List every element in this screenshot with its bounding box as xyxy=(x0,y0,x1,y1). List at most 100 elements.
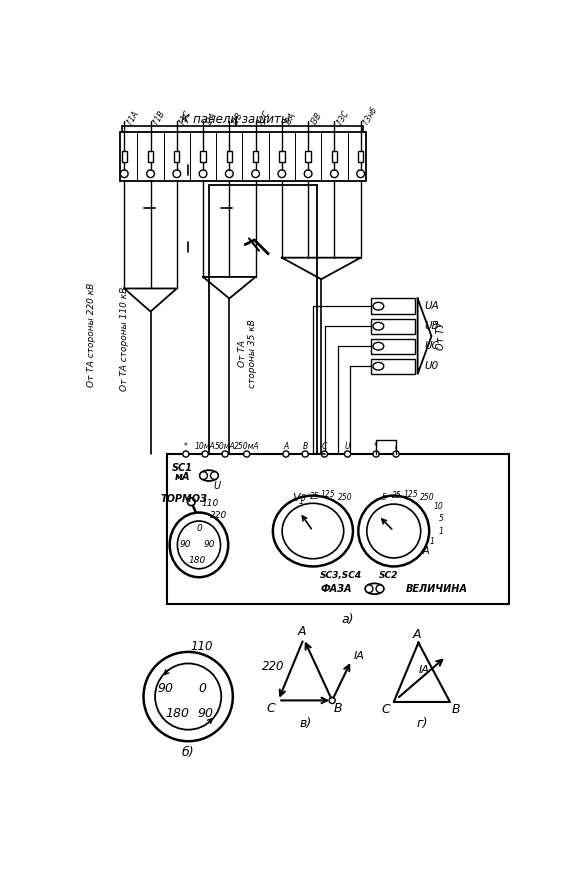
Text: 220: 220 xyxy=(262,660,284,673)
Text: SC2: SC2 xyxy=(379,571,398,581)
Text: 0: 0 xyxy=(198,683,206,695)
Circle shape xyxy=(278,170,286,177)
Text: 10: 10 xyxy=(434,502,443,511)
Text: I2B: I2B xyxy=(231,111,245,126)
Bar xyxy=(148,151,153,162)
Bar xyxy=(122,151,127,162)
Circle shape xyxy=(283,451,289,457)
Text: 5: 5 xyxy=(382,494,387,503)
Text: I2A: I2A xyxy=(205,111,219,126)
Circle shape xyxy=(365,585,373,592)
Text: C: C xyxy=(266,702,275,715)
Text: 1: 1 xyxy=(439,527,444,536)
Text: IA: IA xyxy=(419,665,430,675)
Text: A: A xyxy=(413,628,421,642)
Text: I'1A: I'1A xyxy=(126,109,141,126)
Text: 110: 110 xyxy=(201,499,218,508)
Ellipse shape xyxy=(170,513,228,577)
Bar xyxy=(200,151,206,162)
Text: I'1C: I'1C xyxy=(178,108,194,126)
Text: U: U xyxy=(213,481,220,491)
Circle shape xyxy=(252,170,260,177)
Circle shape xyxy=(147,170,154,177)
Text: 180: 180 xyxy=(189,556,206,564)
Text: IA: IA xyxy=(354,650,364,660)
Circle shape xyxy=(144,652,233,741)
Ellipse shape xyxy=(282,504,344,559)
Text: B: B xyxy=(303,442,308,451)
Text: 25: 25 xyxy=(310,492,320,501)
Circle shape xyxy=(211,471,218,479)
Bar xyxy=(279,151,285,162)
Text: 1: 1 xyxy=(298,497,303,506)
Text: 250: 250 xyxy=(420,493,435,502)
Bar xyxy=(371,298,416,314)
Bar xyxy=(226,151,232,162)
Ellipse shape xyxy=(365,583,384,594)
Ellipse shape xyxy=(373,342,384,350)
Text: 1: 1 xyxy=(430,538,435,547)
Text: в): в) xyxy=(299,717,311,730)
Ellipse shape xyxy=(373,302,384,310)
Text: г): г) xyxy=(417,717,428,730)
Ellipse shape xyxy=(200,470,218,481)
Text: а): а) xyxy=(341,613,354,626)
Text: SC3,SC4: SC3,SC4 xyxy=(320,571,363,581)
Circle shape xyxy=(187,498,195,505)
Text: UA: UA xyxy=(424,301,439,311)
Circle shape xyxy=(199,170,207,177)
Circle shape xyxy=(304,170,312,177)
Ellipse shape xyxy=(373,323,384,330)
Bar xyxy=(120,133,366,181)
Ellipse shape xyxy=(273,495,353,566)
Text: I3A: I3A xyxy=(283,111,297,126)
Text: От ТУ: От ТУ xyxy=(436,322,446,350)
Text: I3B: I3B xyxy=(310,111,324,126)
Circle shape xyxy=(202,451,208,457)
Circle shape xyxy=(321,451,328,457)
Text: 220: 220 xyxy=(210,511,228,520)
Text: 250мА: 250мА xyxy=(234,442,260,451)
Bar xyxy=(174,151,179,162)
Text: 90: 90 xyxy=(197,707,213,720)
Circle shape xyxy=(200,471,207,479)
Text: C: C xyxy=(322,442,327,451)
Text: 125: 125 xyxy=(403,489,418,498)
Circle shape xyxy=(345,451,350,457)
Text: I'3нб: I'3нб xyxy=(362,105,380,126)
Circle shape xyxy=(222,451,228,457)
Bar xyxy=(371,339,416,354)
Bar xyxy=(306,151,311,162)
Circle shape xyxy=(183,451,189,457)
Text: 0: 0 xyxy=(196,524,202,533)
Circle shape xyxy=(155,663,221,729)
Text: SC1: SC1 xyxy=(172,463,193,473)
Text: К панели защиты: К панели защиты xyxy=(182,112,290,125)
Ellipse shape xyxy=(178,521,221,569)
Text: 90: 90 xyxy=(157,683,173,695)
Text: 110: 110 xyxy=(191,640,213,653)
Circle shape xyxy=(367,504,421,558)
Text: *: * xyxy=(374,442,378,451)
Text: 5: 5 xyxy=(439,514,444,523)
Text: I'2C: I'2C xyxy=(257,108,272,126)
Text: UB: UB xyxy=(424,321,439,332)
Bar xyxy=(371,358,416,374)
Text: A: A xyxy=(283,442,289,451)
Ellipse shape xyxy=(256,237,290,259)
Text: A: A xyxy=(423,546,430,556)
Text: I'1B: I'1B xyxy=(152,109,168,126)
Text: б): б) xyxy=(182,745,194,759)
Text: C: C xyxy=(382,703,391,716)
Circle shape xyxy=(376,585,384,592)
Text: От ТА стороны 220 кВ: От ТА стороны 220 кВ xyxy=(87,282,95,387)
Text: I'3C: I'3C xyxy=(336,108,352,126)
Bar xyxy=(358,151,363,162)
Text: I: I xyxy=(395,442,397,451)
Text: 90: 90 xyxy=(204,540,215,549)
Bar xyxy=(371,318,416,334)
Text: B: B xyxy=(334,702,343,715)
Text: От ТА
стороны 35 кВ: От ТА стороны 35 кВ xyxy=(238,320,257,388)
Bar xyxy=(209,185,317,454)
Circle shape xyxy=(120,170,128,177)
